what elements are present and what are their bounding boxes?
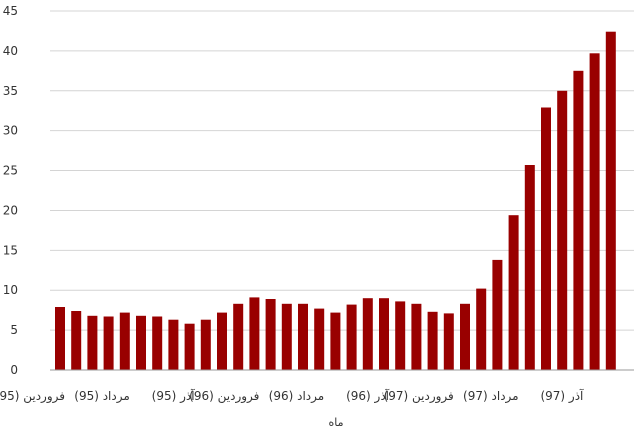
bar (379, 298, 389, 370)
y-axis-ticks: 0 5 10 15 20 25 30 35 40 45 (3, 4, 18, 377)
x-tick-label: فروردین (96) (189, 389, 259, 404)
bar (119, 312, 130, 370)
bar (443, 313, 454, 370)
y-tick-label: 10 (3, 283, 18, 297)
bar (362, 298, 373, 370)
bar (411, 303, 422, 370)
bar (460, 303, 470, 370)
bar (87, 315, 98, 370)
y-tick-label: 0 (10, 363, 18, 377)
y-tick-label: 5 (10, 323, 18, 337)
bar (476, 288, 487, 370)
bar (55, 307, 65, 370)
y-tick-label: 35 (3, 84, 18, 98)
bar (136, 315, 146, 370)
y-tick-label: 15 (3, 243, 18, 257)
bar (281, 303, 292, 370)
bar (427, 311, 438, 370)
bar (330, 312, 341, 370)
bar (71, 311, 82, 370)
bar (492, 259, 503, 370)
bar (249, 297, 260, 370)
bar (152, 316, 163, 370)
bar (541, 107, 551, 370)
bar (557, 90, 568, 371)
bar (200, 319, 211, 370)
bar (298, 303, 308, 370)
bar (573, 70, 584, 371)
x-axis-ticks: فروردین (95)مرداد (95)آذر (95)فروردین (9… (0, 388, 584, 404)
bar (233, 303, 244, 370)
bar (346, 304, 357, 370)
bar (265, 299, 276, 370)
x-tick-label: مرداد (96) (269, 389, 325, 404)
bar (508, 215, 519, 370)
x-tick-label: فروردین (95) (0, 389, 65, 404)
bar (184, 323, 195, 370)
bar (103, 316, 114, 370)
x-tick-label: فروردین (97) (384, 389, 454, 404)
x-tick-label: آذر (96) (346, 388, 390, 404)
bar (314, 308, 325, 370)
bars (55, 31, 616, 371)
y-tick-label: 25 (3, 164, 18, 178)
bar (589, 53, 600, 371)
gridlines (50, 10, 634, 331)
y-tick-label: 40 (3, 44, 18, 58)
x-tick-label: مرداد (95) (74, 389, 130, 404)
x-tick-label: آذر (97) (540, 388, 584, 404)
bar (395, 301, 406, 370)
x-axis-label: ماه (328, 416, 343, 429)
bar (217, 312, 227, 370)
bar (605, 31, 616, 370)
y-tick-label: 45 (3, 4, 18, 18)
bar (524, 165, 535, 370)
y-tick-label: 30 (3, 124, 18, 138)
x-tick-label: آذر (95) (152, 388, 196, 404)
y-tick-label: 20 (3, 203, 18, 217)
bar (168, 319, 179, 370)
x-tick-label: مرداد (97) (463, 389, 519, 404)
